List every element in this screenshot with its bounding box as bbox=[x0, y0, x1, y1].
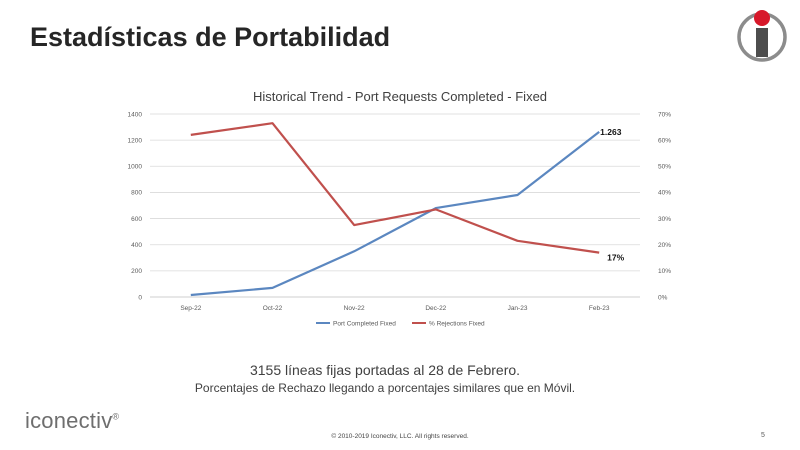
brand-wordmark: iconectiv® bbox=[25, 408, 119, 434]
right-axis-ticks: 0% 10% 20% 30% 40% 50% 60% 70% bbox=[658, 111, 671, 301]
caption-ported-lines: 3155 líneas fijas portadas al 28 de Febr… bbox=[249, 362, 521, 378]
x-axis-ticks: Sep-22 Oct-22 Nov-22 Dec-22 Jan-23 Feb-23 bbox=[180, 305, 609, 312]
end-data-label: 1.263 bbox=[600, 127, 622, 137]
series-line-port-completed bbox=[190, 131, 600, 297]
y-left-tick-label: 0 bbox=[138, 294, 142, 301]
y-right-tick-label: 60% bbox=[658, 137, 671, 144]
chart-title: Historical Trend - Port Requests Complet… bbox=[253, 89, 547, 104]
y-left-tick-label: 600 bbox=[131, 216, 142, 223]
y-right-tick-label: 30% bbox=[658, 216, 671, 223]
x-tick-label: Feb-23 bbox=[589, 305, 610, 312]
copyright-footer: © 2010-2019 Iconectiv, LLC. All rights r… bbox=[331, 433, 469, 440]
y-left-tick-label: 400 bbox=[131, 242, 142, 249]
x-tick-label: Jan-23 bbox=[508, 305, 528, 312]
y-right-tick-label: 70% bbox=[658, 111, 671, 118]
y-right-tick-label: 50% bbox=[658, 164, 671, 171]
y-left-tick-label: 1200 bbox=[128, 137, 143, 144]
y-left-tick-label: 1000 bbox=[128, 164, 143, 171]
y-right-tick-label: 40% bbox=[658, 190, 671, 197]
series-line-rejections bbox=[190, 122, 600, 254]
chart-data-labels: 1.263 17% bbox=[600, 127, 624, 263]
y-right-tick-label: 0% bbox=[658, 294, 668, 301]
y-right-tick-label: 20% bbox=[658, 242, 671, 249]
y-left-tick-label: 800 bbox=[131, 190, 142, 197]
x-tick-label: Oct-22 bbox=[263, 305, 283, 312]
chart-gridlines bbox=[150, 113, 640, 298]
iconectiv-i-logo-icon bbox=[737, 10, 787, 62]
caption-rejection-rates: Porcentajes de Rechazo llegando a porcen… bbox=[194, 381, 576, 395]
legend-label-rejections: % Rejections Fixed bbox=[429, 321, 485, 328]
line-chart: 0 200 400 600 800 1000 1200 1400 0% 10% 20% 30% 40%… bbox=[128, 89, 672, 328]
chart-series bbox=[190, 122, 600, 297]
chart-legend: Port Completed Fixed % Rejections Fixed bbox=[316, 321, 485, 328]
x-tick-label: Sep-22 bbox=[180, 305, 201, 312]
left-axis-ticks: 0 200 400 600 800 1000 1200 1400 bbox=[128, 111, 143, 301]
legend-label-port-completed: Port Completed Fixed bbox=[333, 321, 396, 328]
brand-registered-mark: ® bbox=[112, 411, 120, 422]
slide-title: Estadísticas de Portabilidad bbox=[30, 22, 391, 52]
y-left-tick-label: 1400 bbox=[128, 111, 143, 118]
y-right-tick-label: 10% bbox=[658, 268, 671, 275]
end-data-label: 17% bbox=[607, 253, 624, 263]
page-number: 5 bbox=[761, 432, 765, 439]
x-tick-label: Nov-22 bbox=[344, 305, 365, 312]
y-left-tick-label: 200 bbox=[131, 268, 142, 275]
x-tick-label: Dec-22 bbox=[425, 305, 446, 312]
brand-name: iconectiv bbox=[25, 408, 113, 433]
